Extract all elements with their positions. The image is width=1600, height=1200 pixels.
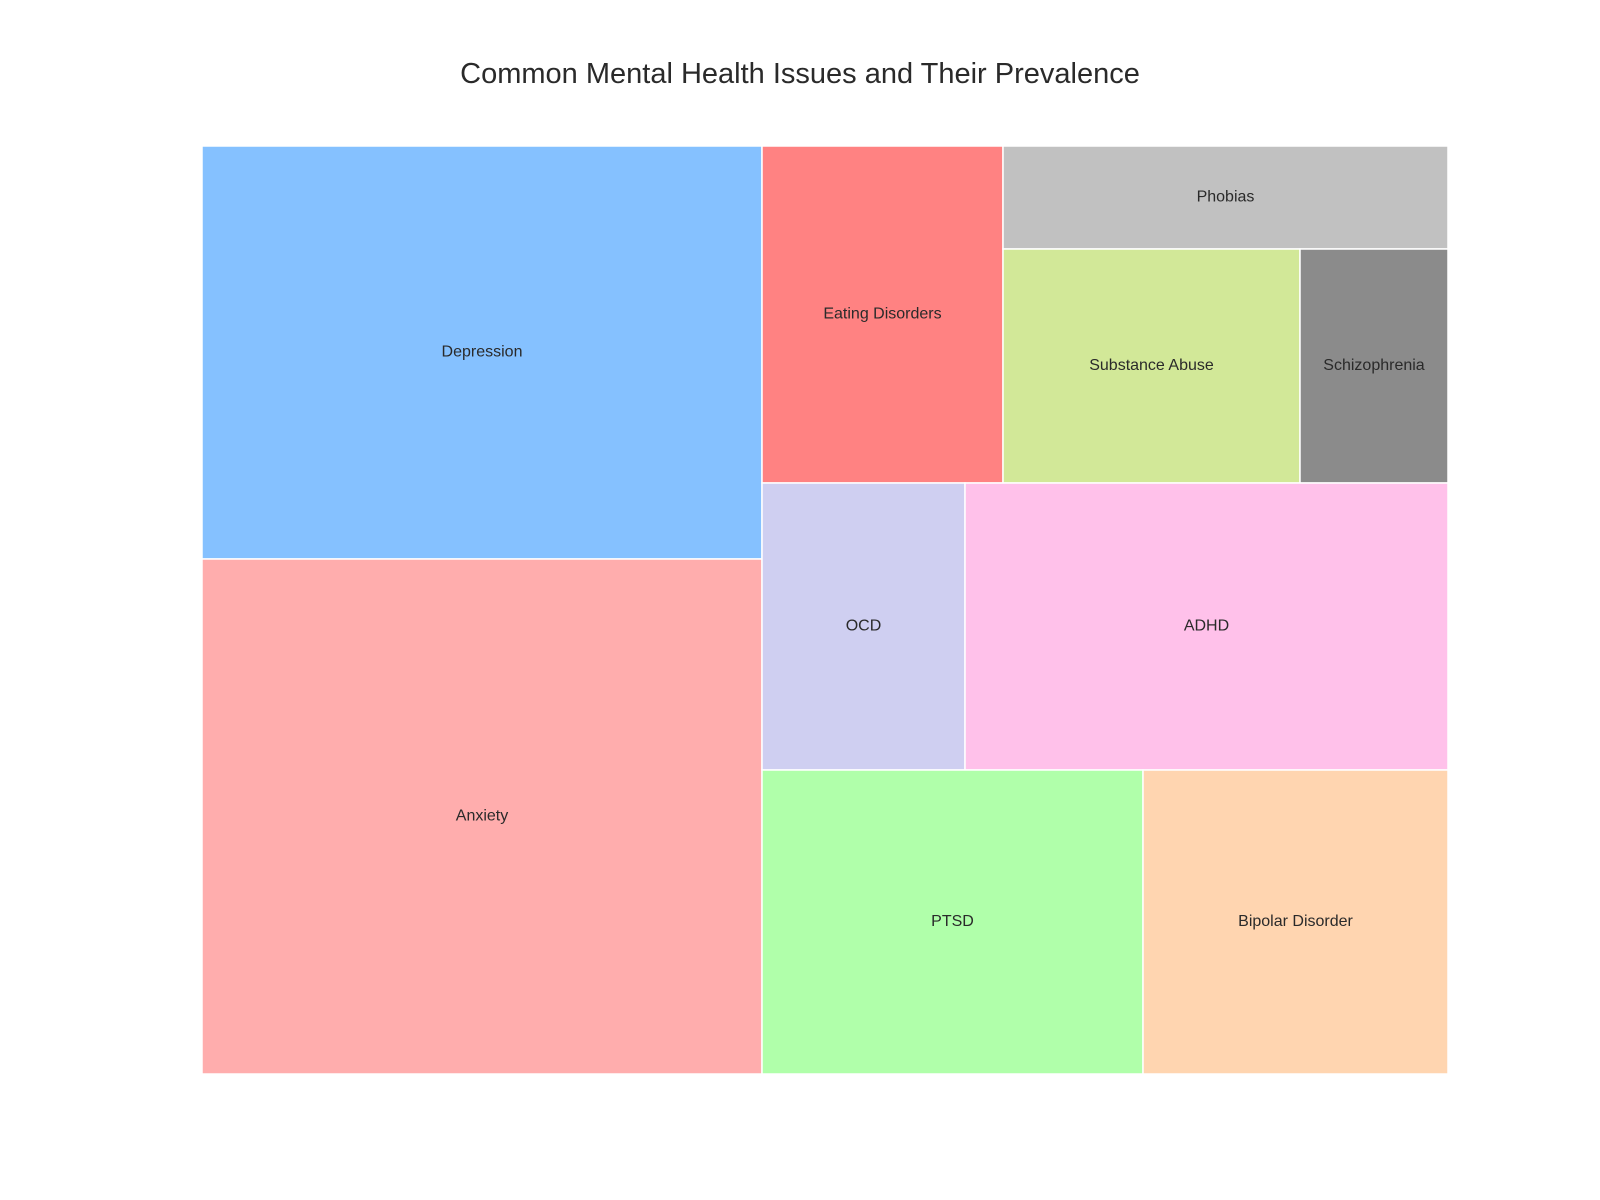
tile-label-ocd: OCD <box>846 618 882 635</box>
tile-label-eating-disorders: Eating Disorders <box>823 306 941 323</box>
tile-rect-ptsd <box>761 769 1144 1075</box>
tile-rect-anxiety <box>201 558 763 1075</box>
tile-phobias: Phobias <box>1002 145 1449 250</box>
tile-label-phobias: Phobias <box>1197 189 1255 206</box>
tile-label-substance-abuse: Substance Abuse <box>1089 357 1214 374</box>
tile-rect-phobias <box>1002 145 1449 250</box>
tile-anxiety: Anxiety <box>201 558 763 1075</box>
tile-label-bipolar-disorder: Bipolar Disorder <box>1238 913 1353 930</box>
tile-eating-disorders: Eating Disorders <box>761 145 1004 484</box>
tile-rect-bipolar-disorder <box>1142 769 1449 1075</box>
tile-ocd: OCD <box>761 482 966 771</box>
tile-bipolar-disorder: Bipolar Disorder <box>1142 769 1449 1075</box>
tile-rect-adhd <box>964 482 1449 771</box>
tile-label-adhd: ADHD <box>1184 618 1229 635</box>
tile-rect-ocd <box>761 482 966 771</box>
tile-substance-abuse: Substance Abuse <box>1002 248 1301 484</box>
tile-label-depression: Depression <box>442 344 523 361</box>
tile-label-schizophrenia: Schizophrenia <box>1323 357 1425 374</box>
tile-adhd: ADHD <box>964 482 1449 771</box>
tile-label-anxiety: Anxiety <box>456 808 508 825</box>
tile-schizophrenia: Schizophrenia <box>1299 248 1449 484</box>
tile-rect-depression <box>201 145 763 560</box>
chart-title: Common Mental Health Issues and Their Pr… <box>460 58 1140 90</box>
tile-label-ptsd: PTSD <box>931 913 974 930</box>
tile-depression: Depression <box>201 145 763 560</box>
tile-ptsd: PTSD <box>761 769 1144 1075</box>
tile-rect-eating-disorders <box>761 145 1004 484</box>
